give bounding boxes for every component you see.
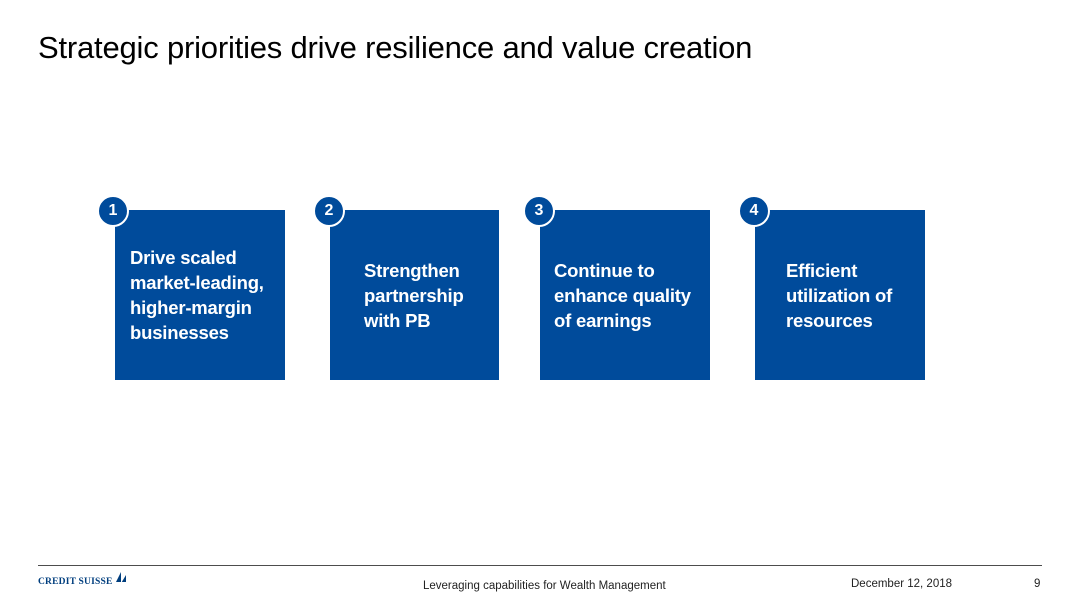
priority-number-badge-1: 1: [97, 195, 129, 227]
footer-subtitle: Leveraging capabilities for Wealth Manag…: [423, 580, 666, 592]
priority-number-badge-3: 3: [523, 195, 555, 227]
priority-text-3: Continue to enhance quality of earnings: [554, 259, 691, 331]
page-number: 9: [1034, 578, 1041, 590]
priority-text-4: Efficient utilization of resources: [786, 259, 893, 331]
logo-wordmark: CREDIT SUISSE: [38, 577, 113, 587]
priority-text-2: Strengthen partnership with PB: [364, 259, 464, 331]
slide-title: Strategic priorities drive resilience an…: [38, 30, 753, 65]
priority-card-2: Strengthen partnership with PB: [330, 210, 499, 380]
priority-number-badge-4: 4: [738, 195, 770, 227]
priority-text-1: Drive scaled market-leading, higher-marg…: [130, 247, 264, 343]
priority-card-1: Drive scaled market-leading, higher-marg…: [115, 210, 285, 380]
priority-number-badge-2: 2: [313, 195, 345, 227]
credit-suisse-logo: CREDIT SUISSE: [38, 572, 127, 592]
sails-icon: [115, 570, 127, 588]
priority-card-4: Efficient utilization of resources: [755, 210, 925, 380]
priority-card-3: Continue to enhance quality of earnings: [540, 210, 710, 380]
footer-divider: [38, 565, 1042, 566]
footer-date: December 12, 2018: [851, 578, 953, 590]
